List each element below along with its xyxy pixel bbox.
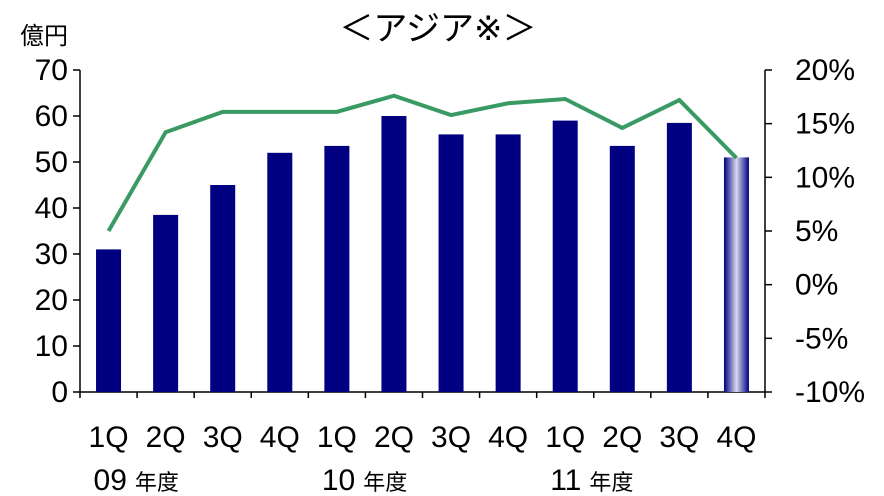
left-axis-unit-label: 億円	[20, 23, 68, 50]
left-tick-label: 20	[35, 284, 68, 317]
right-tick-label: -5%	[795, 322, 848, 355]
left-tick-label: 60	[35, 100, 68, 133]
year-group-label: 09 年度	[94, 464, 179, 496]
axes	[73, 69, 772, 398]
category-label: 2Q	[374, 421, 414, 454]
bar	[267, 152, 293, 392]
year-group-suffix: 年度	[135, 470, 179, 495]
category-label: 1Q	[317, 421, 357, 454]
bar-series	[96, 116, 749, 393]
left-tick-label: 0	[51, 376, 68, 409]
left-tick-label: 40	[35, 192, 68, 225]
category-label: 3Q	[659, 421, 699, 454]
left-tick-label: 10	[35, 330, 68, 363]
category-label: 4Q	[716, 421, 756, 454]
right-tick-label: 0%	[795, 269, 838, 302]
year-group-suffix: 年度	[363, 470, 407, 495]
bar	[438, 134, 464, 392]
category-label: 3Q	[431, 421, 471, 454]
bar	[552, 120, 578, 392]
right-tick-label: -10%	[795, 376, 865, 409]
bar	[153, 214, 179, 392]
left-tick-label: 50	[35, 146, 68, 179]
category-label: 2Q	[146, 421, 186, 454]
category-label: 1Q	[89, 421, 129, 454]
growth-line	[106, 93, 738, 233]
line-series	[106, 93, 738, 233]
bar	[609, 145, 635, 392]
year-group-label: 10 年度	[322, 464, 407, 496]
bar	[381, 116, 407, 392]
category-label: 2Q	[602, 421, 642, 454]
bar	[96, 249, 122, 392]
left-tick-label: 30	[35, 238, 68, 271]
category-label: 4Q	[260, 421, 300, 454]
year-group-suffix: 年度	[589, 470, 633, 495]
year-group-label: 11 年度	[550, 464, 633, 496]
category-label: 4Q	[488, 421, 528, 454]
right-tick-label: 20%	[795, 54, 855, 87]
left-tick-label: 70	[35, 54, 68, 87]
category-label: 1Q	[545, 421, 585, 454]
right-tick-label: 15%	[795, 108, 855, 141]
right-tick-label: 10%	[795, 161, 855, 194]
axis-labels: 0 10 20 30 40 50 60 70 -10% -5% 0% 5% 10% 15% 20% 1Q 2Q 3…	[35, 54, 865, 496]
right-tick-label: 5%	[795, 215, 838, 248]
bar	[723, 157, 749, 392]
bar	[495, 134, 521, 392]
category-label: 3Q	[203, 421, 243, 454]
bar	[666, 122, 692, 393]
bar	[324, 145, 350, 392]
chart-title: ＜アジア※＞	[339, 10, 536, 48]
bar	[210, 185, 236, 392]
